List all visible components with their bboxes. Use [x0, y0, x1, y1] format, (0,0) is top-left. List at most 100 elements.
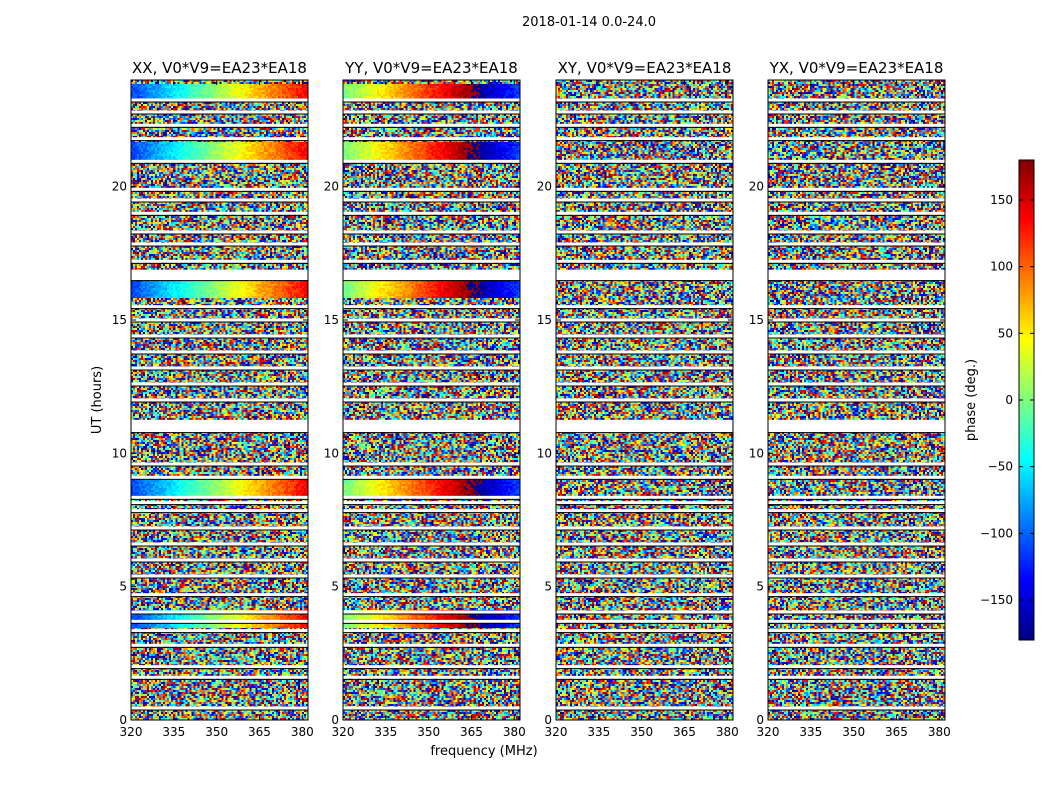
x-tick-label: 380	[291, 725, 314, 739]
flagged-row	[556, 110, 733, 114]
flagged-row	[768, 305, 945, 309]
flagged-row	[768, 706, 945, 710]
x-tick-label: 320	[545, 725, 568, 739]
x-tick-label: 380	[928, 725, 951, 739]
panel-title: XY, V0*V9=EA23*EA18	[558, 59, 732, 77]
colorbar-tick-label: −100	[980, 526, 1013, 540]
flagged-row	[768, 123, 945, 127]
panel-frame	[130, 79, 309, 721]
flagged-row	[343, 398, 520, 402]
x-tick-label: 335	[374, 725, 397, 739]
flagged-row	[131, 558, 308, 562]
flagged-row	[131, 110, 308, 114]
flagged-row	[556, 619, 733, 623]
flagged-row	[556, 123, 733, 127]
flagged-row	[343, 475, 520, 479]
y-tick-label: 15	[324, 313, 339, 327]
flagged-row	[556, 475, 733, 479]
flagged-row	[131, 398, 308, 402]
flagged-row	[131, 187, 308, 191]
phase-colorbar: 150 100 50 0 −50 −100 −150	[980, 159, 1035, 641]
flagged-row	[556, 429, 733, 433]
flagged-row	[131, 526, 308, 530]
flagged-row	[343, 159, 520, 163]
flagged-row	[768, 665, 945, 669]
flagged-row	[131, 610, 308, 614]
x-tick-label: 350	[205, 725, 228, 739]
y-axis-label: UT (hours)	[90, 366, 105, 434]
flagged-row	[131, 509, 308, 513]
x-tick-label: 350	[842, 725, 865, 739]
flagged-row	[556, 211, 733, 215]
y-tick-label: 0	[331, 713, 339, 727]
flagged-row	[131, 259, 308, 263]
flagged-row	[131, 501, 308, 505]
flagged-row	[768, 159, 945, 163]
flagged-row	[343, 526, 520, 530]
x-tick-label: 365	[248, 725, 271, 739]
flagged-row	[131, 495, 308, 499]
flagged-row	[768, 593, 945, 597]
panel-yx: YX, V0*V9=EA23*EA18 320 335 350 365 380 0 5 10 15…	[749, 59, 951, 739]
x-tick-label: 350	[417, 725, 440, 739]
flagged-row	[768, 366, 945, 370]
flagged-row	[768, 334, 945, 338]
y-tick-label: 5	[331, 580, 339, 594]
flagged-row	[343, 593, 520, 597]
flagged-row	[131, 429, 308, 433]
x-tick-label: 350	[630, 725, 653, 739]
flagged-row	[768, 259, 945, 263]
flagged-row	[768, 382, 945, 386]
colorbar-tick-label: −150	[980, 593, 1013, 607]
flagged-row	[556, 526, 733, 530]
flagged-row	[343, 211, 520, 215]
flagged-row	[556, 665, 733, 669]
flagged-row	[343, 110, 520, 114]
flagged-row	[768, 242, 945, 246]
colorbar-tick-label: 100	[990, 260, 1013, 274]
flagged-row	[768, 350, 945, 354]
flagged-row	[768, 475, 945, 479]
x-tick-label: 365	[460, 725, 483, 739]
flagged-row	[343, 242, 520, 246]
flagged-row	[343, 259, 520, 263]
flagged-row	[768, 558, 945, 562]
flagged-row	[556, 495, 733, 499]
flagged-row	[131, 706, 308, 710]
heatmap-panels: XX, V0*V9=EA23*EA18 320 335 350 365 380 0 5 10 15…	[112, 59, 951, 739]
flagged-row	[343, 429, 520, 433]
flagged-row	[343, 137, 520, 141]
flagged-row	[343, 334, 520, 338]
flagged-row	[343, 542, 520, 546]
figure-suptitle: 2018-01-14 0.0-24.0	[522, 15, 656, 30]
flagged-row	[343, 187, 520, 191]
flagged-row	[556, 137, 733, 141]
flagged-row	[343, 382, 520, 386]
flagged-row	[768, 211, 945, 215]
x-tick-label: 320	[757, 725, 780, 739]
flagged-row	[131, 593, 308, 597]
flagged-row	[768, 137, 945, 141]
flagged-row	[343, 629, 520, 633]
flagged-row	[768, 526, 945, 530]
flagged-row	[343, 675, 520, 679]
flagged-row	[556, 558, 733, 562]
flagged-row	[768, 98, 945, 102]
y-tick-label: 20	[749, 180, 764, 194]
flagged-row	[556, 593, 733, 597]
flagged-row	[768, 501, 945, 505]
flagged-row	[768, 187, 945, 191]
flagged-row-wide	[343, 269, 520, 279]
flagged-row	[556, 159, 733, 163]
flagged-row	[131, 230, 308, 234]
flagged-row	[768, 643, 945, 647]
flagged-row	[768, 110, 945, 114]
y-tick-label: 15	[112, 313, 127, 327]
flagged-row	[343, 198, 520, 202]
x-tick-label: 380	[503, 725, 526, 739]
flagged-row	[343, 123, 520, 127]
flagged-row	[131, 211, 308, 215]
flagged-row	[768, 542, 945, 546]
flagged-row-wide	[131, 420, 308, 430]
flagged-row	[768, 495, 945, 499]
